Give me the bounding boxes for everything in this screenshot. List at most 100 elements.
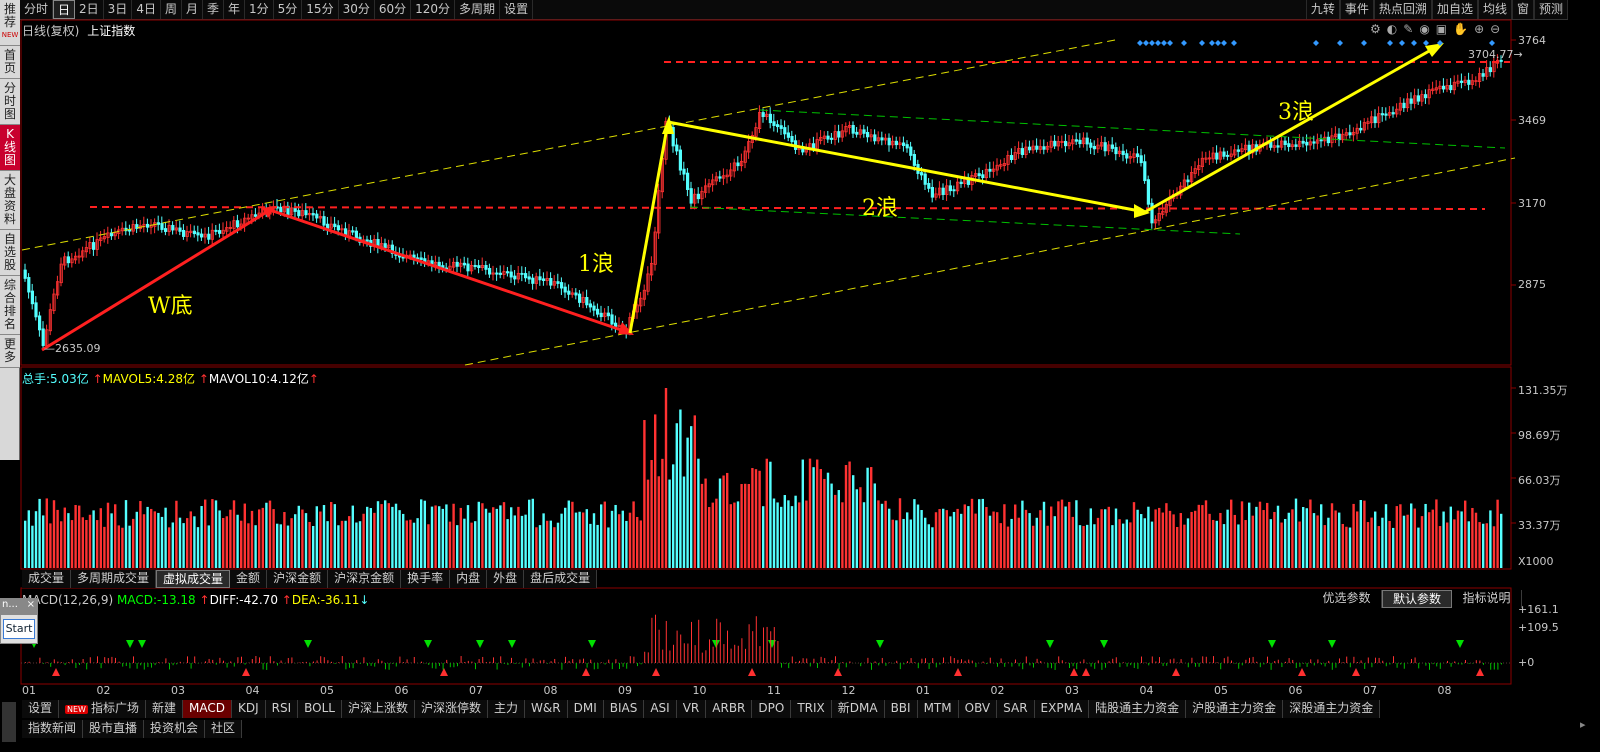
volume-bar bbox=[909, 519, 912, 568]
indicator-tab[interactable]: RSI bbox=[266, 700, 299, 718]
indicator-tab[interactable]: ARBR bbox=[706, 700, 753, 718]
indicator-tab[interactable]: 主力 bbox=[488, 700, 526, 718]
sidebar-tab[interactable]: 更多 bbox=[0, 335, 20, 368]
period-button[interactable]: 1分 bbox=[245, 0, 274, 19]
volume-tab[interactable]: 沪深金额 bbox=[267, 570, 329, 588]
period-button[interactable]: 2日 bbox=[75, 0, 104, 19]
pen-icon[interactable]: ✎ bbox=[1403, 22, 1420, 36]
period-button[interactable]: 设置 bbox=[500, 0, 534, 19]
indicator-tab[interactable]: W&R bbox=[525, 700, 568, 718]
close-icon[interactable]: × bbox=[26, 599, 35, 610]
hand-icon[interactable]: ✋ bbox=[1453, 22, 1475, 36]
news-tab[interactable]: 指数新闻 bbox=[22, 720, 84, 738]
indicator-help-button[interactable]: 指标说明 bbox=[1452, 590, 1522, 608]
expand-icon[interactable]: ▸ bbox=[1580, 718, 1586, 731]
settings-icon[interactable]: ⚙ bbox=[1370, 22, 1387, 36]
tool-button[interactable]: 均线 bbox=[1477, 0, 1512, 19]
tool-button[interactable]: 预测 bbox=[1533, 0, 1568, 19]
news-tab[interactable]: 社区 bbox=[205, 720, 243, 738]
tool-button[interactable]: 事件 bbox=[1339, 0, 1374, 19]
indicator-tab[interactable]: MTM bbox=[918, 700, 959, 718]
indicator-tab[interactable]: EXPMA bbox=[1035, 700, 1090, 718]
sidebar-tab[interactable]: 首页 bbox=[0, 46, 20, 79]
period-button[interactable]: 月 bbox=[182, 0, 203, 19]
indicator-tab[interactable]: MACD bbox=[183, 700, 232, 718]
candle-body bbox=[84, 247, 88, 253]
tool-button[interactable]: 九转 bbox=[1305, 0, 1340, 19]
period-button[interactable]: 30分 bbox=[339, 0, 375, 19]
volume-tab[interactable]: 虚拟成交量 bbox=[156, 570, 231, 588]
period-button[interactable]: 多周期 bbox=[455, 0, 501, 19]
indicator-tab[interactable]: VR bbox=[677, 700, 707, 718]
zoom-in-icon[interactable]: ⊕ bbox=[1474, 22, 1491, 36]
signal-diamond bbox=[1423, 40, 1429, 46]
indicator-tab[interactable]: 沪深涨停数 bbox=[415, 700, 489, 718]
eye-icon[interactable]: ◉ bbox=[1419, 22, 1436, 36]
volume-tab[interactable]: 换手率 bbox=[401, 570, 451, 588]
volume-bar bbox=[996, 512, 999, 568]
macd-bar bbox=[532, 658, 534, 663]
indicator-tab[interactable]: BIAS bbox=[604, 700, 645, 718]
indicator-tab[interactable]: 陆股通主力资金 bbox=[1089, 700, 1187, 718]
indicator-tab[interactable]: 新建 bbox=[146, 700, 183, 718]
news-tab[interactable]: 投资机会 bbox=[144, 720, 206, 738]
period-button[interactable]: 季 bbox=[203, 0, 224, 19]
indicator-tab[interactable]: DPO bbox=[752, 700, 792, 718]
volume-tab[interactable]: 多周期成交量 bbox=[71, 570, 157, 588]
macd-bar bbox=[428, 663, 430, 665]
period-button[interactable]: 4日 bbox=[132, 0, 161, 19]
period-button[interactable]: 年 bbox=[224, 0, 246, 19]
candle-body bbox=[610, 314, 614, 325]
indicator-tab[interactable]: 设置 bbox=[22, 700, 60, 718]
sidebar-tab[interactable]: 大盘资料 bbox=[0, 171, 20, 230]
sidebar-tab[interactable]: 自选股 bbox=[0, 230, 20, 276]
indicator-tab[interactable]: ASI bbox=[644, 700, 677, 718]
period-button[interactable]: 15分 bbox=[302, 0, 339, 19]
indicator-tab[interactable]: 沪股通主力资金 bbox=[1186, 700, 1284, 718]
preferred-params-button[interactable]: 优选参数 bbox=[1312, 590, 1382, 608]
period-button[interactable]: 120分 bbox=[411, 0, 456, 19]
period-button[interactable]: 日 bbox=[53, 0, 76, 19]
default-params-button[interactable]: 默认参数 bbox=[1382, 590, 1452, 608]
volume-tab[interactable]: 外盘 bbox=[487, 570, 525, 588]
zoom-out-icon[interactable]: ⊖ bbox=[1490, 22, 1507, 36]
indicator-tab[interactable]: DMI bbox=[568, 700, 604, 718]
indicator-tab[interactable]: 新DMA bbox=[832, 700, 885, 718]
month-label: 05 bbox=[320, 684, 334, 697]
indicator-tab[interactable]: 沪深上涨数 bbox=[342, 700, 415, 718]
indicator-tab[interactable]: TRIX bbox=[791, 700, 832, 718]
period-button[interactable]: 3日 bbox=[104, 0, 133, 19]
indicator-tab[interactable]: NEW 指标广场 bbox=[59, 700, 146, 718]
sidebar-tab[interactable]: 综合排名 bbox=[0, 276, 20, 335]
sidebar-tab[interactable]: 分时图 bbox=[0, 79, 20, 125]
lock-icon[interactable]: ▣ bbox=[1435, 22, 1454, 36]
tool-button[interactable]: 热点回溯 bbox=[1373, 0, 1432, 19]
period-button[interactable]: 分时 bbox=[20, 0, 54, 19]
period-button[interactable]: 周 bbox=[161, 0, 182, 19]
volume-tab[interactable]: 沪深京金额 bbox=[328, 570, 402, 588]
indicator-tab[interactable]: BOLL bbox=[298, 700, 342, 718]
color-icon[interactable]: ◐ bbox=[1386, 22, 1404, 36]
candle-body bbox=[297, 210, 301, 217]
collapse-handle[interactable] bbox=[2, 702, 16, 742]
volume-tab[interactable]: 成交量 bbox=[22, 570, 72, 588]
indicator-tab[interactable]: BBI bbox=[885, 700, 918, 718]
indicator-tab[interactable]: KDJ bbox=[232, 700, 266, 718]
tool-button[interactable]: 加自选 bbox=[1431, 0, 1478, 19]
period-button[interactable]: 60分 bbox=[375, 0, 412, 19]
volume-tab[interactable]: 内盘 bbox=[450, 570, 488, 588]
candle-body bbox=[592, 305, 596, 311]
indicator-tab[interactable]: SAR bbox=[997, 700, 1035, 718]
tool-button[interactable]: 窗 bbox=[1511, 0, 1534, 19]
start-button[interactable]: Start bbox=[3, 619, 35, 639]
sidebar-tab[interactable]: 推荐 NEW bbox=[0, 0, 20, 46]
macd-bar bbox=[1439, 663, 1441, 669]
indicator-tab[interactable]: OBV bbox=[959, 700, 998, 718]
period-button[interactable]: 5分 bbox=[274, 0, 303, 19]
volume-tab[interactable]: 金额 bbox=[230, 570, 268, 588]
indicator-tab[interactable]: 深股通主力资金 bbox=[1283, 700, 1381, 718]
news-tab[interactable]: 股市直播 bbox=[83, 720, 145, 738]
volume-tab[interactable]: 盘后成交量 bbox=[524, 570, 598, 588]
